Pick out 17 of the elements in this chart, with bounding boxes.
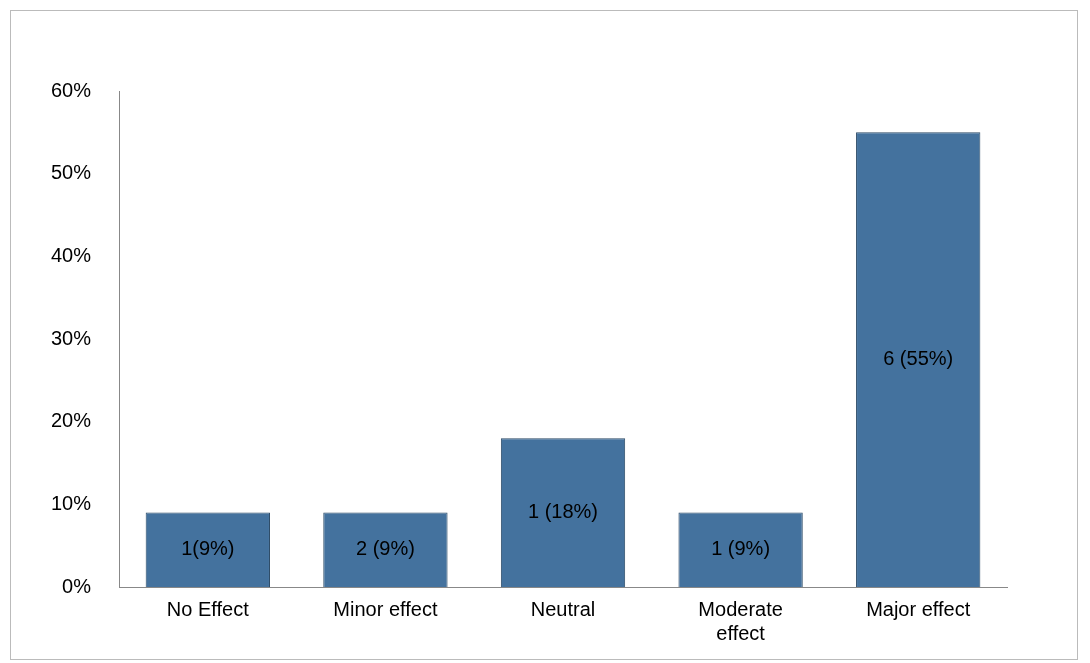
data-label: 2 (9%)	[355, 537, 415, 560]
y-tick-label: 40%	[51, 243, 92, 266]
y-tick-label: 10%	[51, 491, 92, 514]
data-label: 6 (55%)	[883, 347, 954, 370]
x-tick-label: Neutral	[530, 597, 596, 620]
data-label: 1 (9%)	[711, 537, 771, 560]
data-label: 1(9%)	[181, 537, 235, 560]
data-label: 1 (18%)	[528, 500, 599, 523]
y-tick-label: 50%	[51, 161, 92, 184]
x-tick-label: Major effect	[866, 597, 971, 620]
y-tick-label: 30%	[51, 326, 92, 349]
y-tick-label: 60%	[51, 78, 92, 101]
y-tick-label: 20%	[51, 409, 92, 432]
y-tick-label: 0%	[62, 574, 92, 597]
x-tick-label: Moderate effect	[698, 597, 783, 644]
x-tick-label: No Effect	[166, 597, 250, 620]
x-tick-label: Minor effect	[333, 597, 438, 620]
